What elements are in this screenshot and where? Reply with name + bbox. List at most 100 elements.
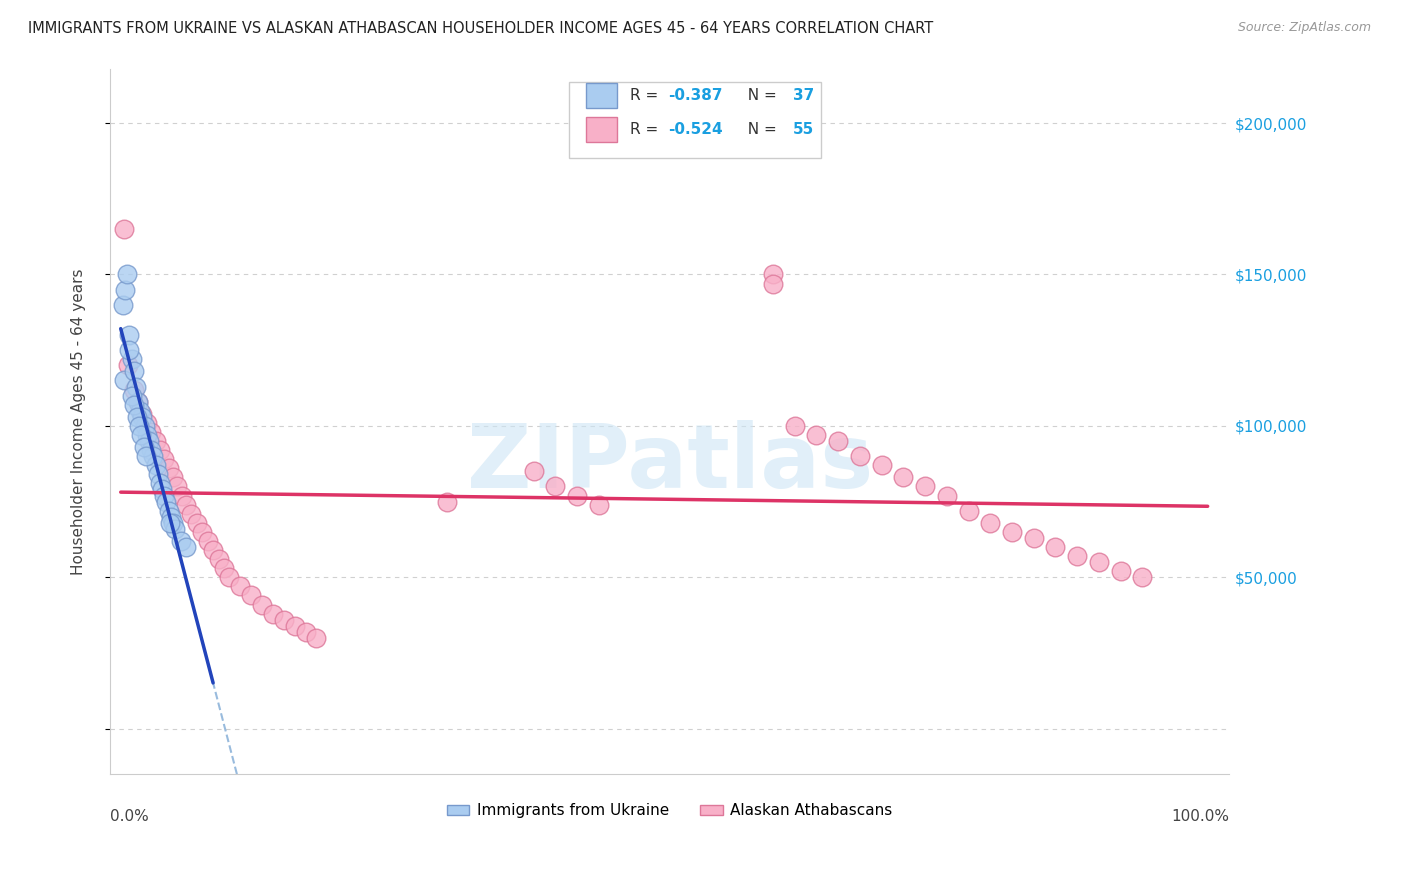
Text: ZIPatlas: ZIPatlas [467, 420, 873, 508]
Point [129, 403, 152, 417]
Point [122, 383, 145, 397]
Point [914, 479, 936, 493]
Point [131, 409, 153, 424]
Point [157, 461, 180, 475]
Point [125, 409, 148, 424]
Point [849, 449, 872, 463]
Point [162, 516, 184, 530]
Text: N =: N = [738, 122, 782, 137]
Point [149, 443, 172, 458]
Point [870, 458, 893, 473]
Point [935, 489, 957, 503]
Point [191, 524, 214, 539]
Point [229, 579, 252, 593]
Point [114, 283, 136, 297]
Point [169, 533, 191, 548]
Point [121, 352, 143, 367]
FancyBboxPatch shape [586, 83, 617, 108]
Point [145, 434, 167, 448]
Point [544, 479, 567, 493]
Point [155, 494, 177, 508]
Text: 0.0%: 0.0% [110, 809, 149, 824]
Point [128, 418, 150, 433]
Point [174, 540, 197, 554]
Point [166, 479, 188, 493]
Point [305, 631, 328, 645]
Point [131, 428, 153, 442]
Point [1109, 564, 1132, 578]
Point [957, 503, 980, 517]
Point [141, 443, 163, 458]
Point [202, 543, 225, 558]
Point [153, 452, 176, 467]
Point [115, 268, 138, 282]
Point [284, 619, 307, 633]
Point [135, 416, 157, 430]
Point [142, 449, 165, 463]
Legend: Immigrants from Ukraine, Alaskan Athabascans: Immigrants from Ukraine, Alaskan Athabas… [440, 797, 898, 824]
Point [112, 374, 135, 388]
Text: N =: N = [738, 88, 782, 103]
Point [588, 498, 610, 512]
Text: R =: R = [630, 88, 664, 103]
Point [262, 607, 284, 621]
Point [567, 489, 589, 503]
Point [146, 467, 169, 482]
Point [135, 449, 157, 463]
Point [1066, 549, 1088, 563]
Point [180, 507, 202, 521]
Point [436, 494, 458, 508]
FancyBboxPatch shape [569, 82, 821, 158]
Point [827, 434, 849, 448]
Text: 37: 37 [793, 88, 814, 103]
Point [1022, 531, 1045, 545]
Point [118, 328, 141, 343]
Point [1132, 570, 1154, 584]
Point [145, 458, 167, 473]
Text: 55: 55 [793, 122, 814, 137]
Point [170, 489, 193, 503]
Point [294, 624, 316, 639]
Point [218, 570, 240, 584]
Point [273, 613, 295, 627]
Point [174, 498, 197, 512]
Point [783, 418, 806, 433]
Point [118, 343, 141, 358]
Point [1045, 540, 1067, 554]
Point [159, 516, 181, 530]
Point [165, 522, 187, 536]
Text: 100.0%: 100.0% [1171, 809, 1229, 824]
FancyBboxPatch shape [586, 117, 617, 142]
Point [240, 589, 263, 603]
Point [141, 425, 163, 439]
Point [135, 428, 157, 442]
Point [127, 394, 149, 409]
Point [157, 503, 180, 517]
Point [134, 418, 156, 433]
Point [122, 398, 145, 412]
Point [111, 298, 134, 312]
Point [250, 598, 273, 612]
Point [162, 470, 184, 484]
Point [127, 394, 149, 409]
Text: Source: ZipAtlas.com: Source: ZipAtlas.com [1237, 21, 1371, 35]
Point [125, 379, 148, 393]
Point [138, 434, 160, 448]
Point [523, 464, 546, 478]
Point [207, 552, 229, 566]
Point [762, 277, 785, 291]
Point [131, 407, 153, 421]
Point [121, 388, 143, 402]
Text: -0.524: -0.524 [668, 122, 723, 137]
Point [122, 364, 145, 378]
Point [150, 483, 173, 497]
Point [197, 533, 219, 548]
Text: IMMIGRANTS FROM UKRAINE VS ALASKAN ATHABASCAN HOUSEHOLDER INCOME AGES 45 - 64 YE: IMMIGRANTS FROM UKRAINE VS ALASKAN ATHAB… [28, 21, 934, 37]
Point [762, 268, 785, 282]
Point [117, 359, 139, 373]
Point [979, 516, 1001, 530]
Text: R =: R = [630, 122, 664, 137]
Point [159, 509, 181, 524]
Point [186, 516, 208, 530]
Text: -0.387: -0.387 [668, 88, 723, 103]
